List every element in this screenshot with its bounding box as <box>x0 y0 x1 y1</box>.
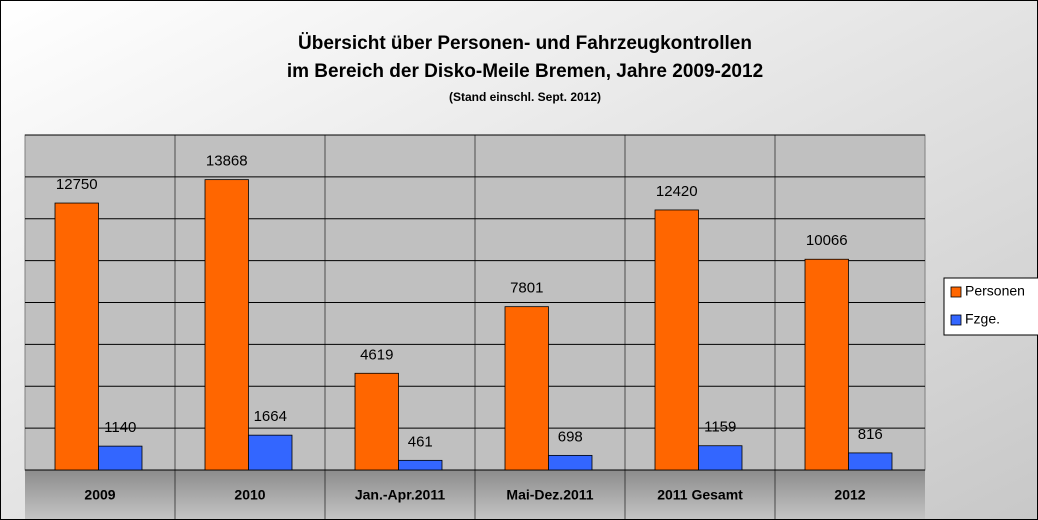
data-label: 461 <box>408 433 433 450</box>
data-label: 1159 <box>704 419 736 436</box>
data-label: 12420 <box>656 183 698 200</box>
bar <box>204 179 249 471</box>
bar <box>654 209 699 471</box>
bar <box>804 258 849 471</box>
data-label: 698 <box>558 428 583 445</box>
legend-swatch <box>950 314 962 326</box>
data-label: 1140 <box>104 419 136 436</box>
legend-label: Fzge. <box>965 311 1000 327</box>
chart-subtitle: im Bereich der Disko-Meile Bremen, Jahre… <box>287 61 763 82</box>
chart-title: Übersicht über Personen- und Fahrzeugkon… <box>298 33 752 54</box>
x-tick-label: 2012 <box>834 487 865 503</box>
data-label: 10066 <box>806 232 848 249</box>
x-tick-label: 2010 <box>234 487 265 503</box>
data-label: 1664 <box>254 408 287 425</box>
bar <box>548 454 593 471</box>
x-tick-label: 2011 Gesamt <box>657 487 743 503</box>
x-tick-label: 2009 <box>84 487 115 503</box>
chart-note: (Stand einschl. Sept. 2012) <box>449 90 601 104</box>
data-label: 4619 <box>360 346 393 363</box>
x-tick-label: Mai-Dez.2011 <box>506 487 593 503</box>
x-tick-label: Jan.-Apr.2011 <box>355 487 445 503</box>
bar <box>248 434 293 471</box>
legend-swatch <box>950 286 962 298</box>
data-label: 13868 <box>206 153 248 170</box>
bar <box>354 372 399 471</box>
bar <box>504 306 549 471</box>
data-label: 12750 <box>56 176 98 193</box>
bar <box>848 452 893 471</box>
bar <box>698 445 743 471</box>
data-label: 816 <box>858 426 883 443</box>
bar <box>54 202 99 471</box>
bar <box>398 459 443 471</box>
bar <box>98 445 143 471</box>
legend-label: Personen <box>965 283 1025 299</box>
data-label: 7801 <box>510 280 543 297</box>
